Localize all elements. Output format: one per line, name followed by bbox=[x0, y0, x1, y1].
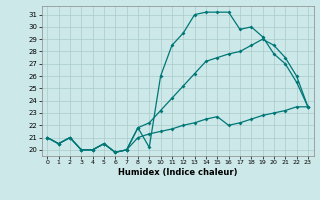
X-axis label: Humidex (Indice chaleur): Humidex (Indice chaleur) bbox=[118, 168, 237, 177]
